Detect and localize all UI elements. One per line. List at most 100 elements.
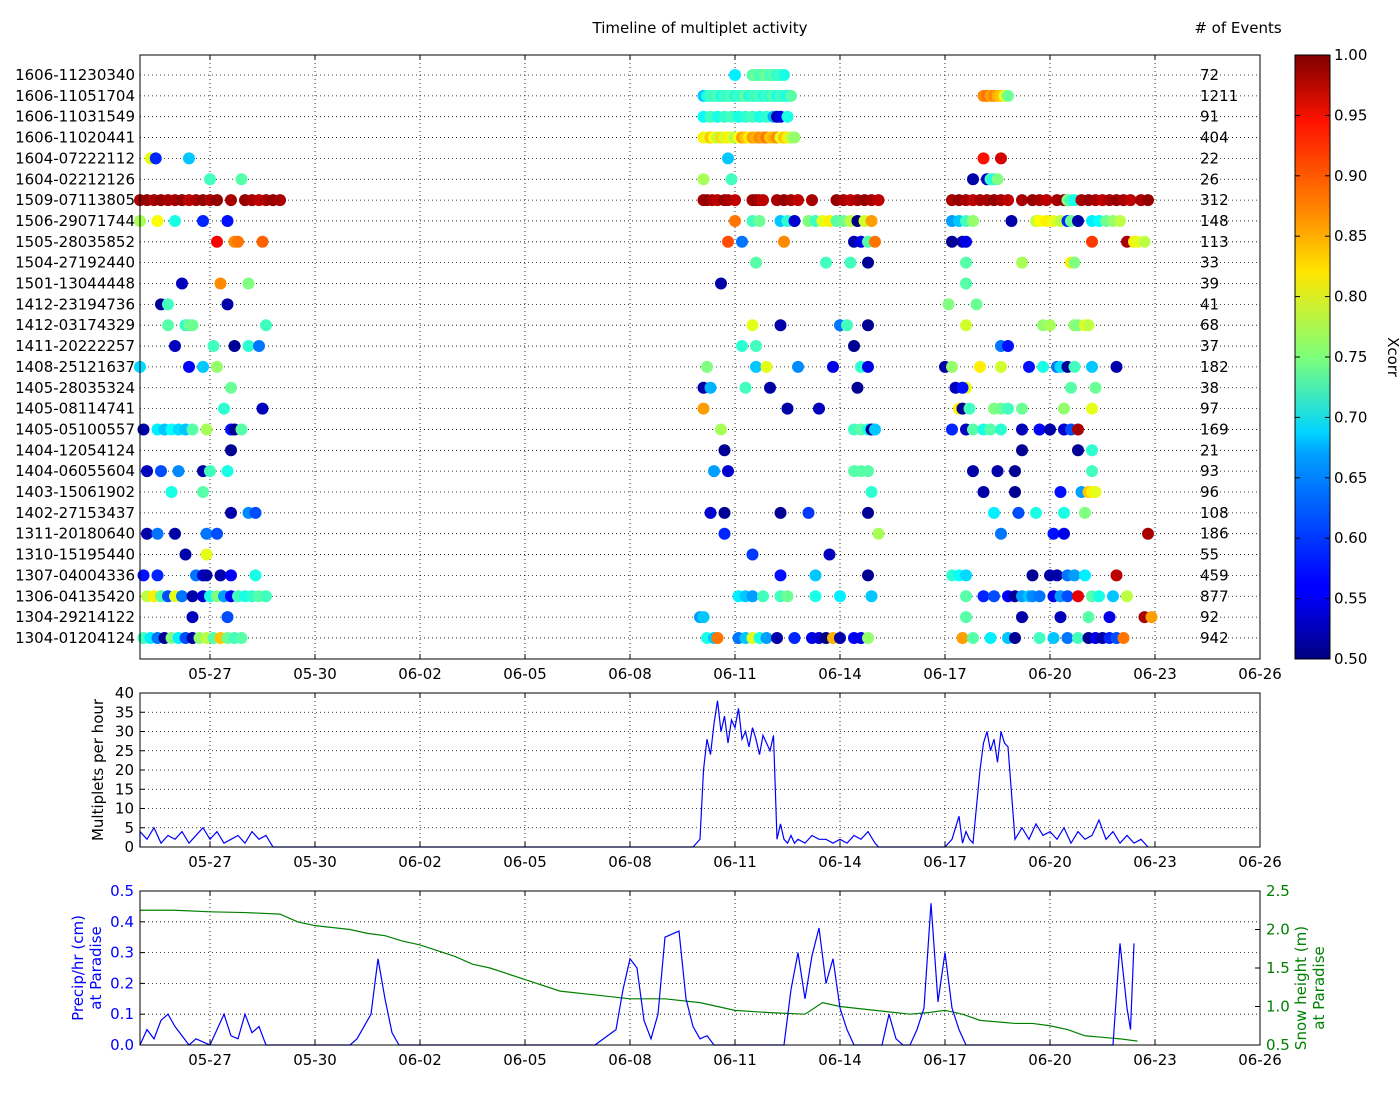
- colorbar-tick-label: 0.70: [1334, 408, 1367, 426]
- multiplet-point: [211, 194, 223, 207]
- multiplet-point: [228, 340, 241, 353]
- multiplet-point: [778, 235, 790, 248]
- precip-tick-label: 0.2: [110, 974, 134, 992]
- multiplet-point: [260, 590, 272, 603]
- timeline-x-axis: 05-27 05-30 06-02 06-05 06-08 06-11 06-14 06-17…: [188, 55, 1282, 683]
- multiplet-point: [1082, 611, 1095, 624]
- multiplet-point: [1121, 590, 1133, 603]
- multiplet-point: [729, 69, 741, 81]
- multiplet-point: [942, 298, 955, 311]
- x-tick-label: 06-17: [923, 1051, 967, 1069]
- row-count: 186: [1200, 525, 1229, 543]
- y-tick-label: 5: [124, 819, 134, 837]
- multiplet-point: [225, 194, 237, 207]
- x-tick-label: 06-26: [1238, 665, 1282, 683]
- multiplet-point: [260, 319, 272, 332]
- multiplet-point: [1072, 590, 1084, 603]
- multiplet-point: [967, 423, 979, 436]
- row-count: 33: [1200, 254, 1219, 272]
- multiplet-point: [862, 465, 874, 478]
- multiplet-point: [225, 444, 237, 457]
- multiplet-point: [995, 360, 1007, 373]
- row-count: 22: [1200, 149, 1219, 167]
- multiplet-point: [967, 465, 979, 478]
- multiplet-point: [151, 214, 164, 227]
- multiplet-point: [715, 277, 727, 290]
- multiplet-point: [1079, 569, 1091, 582]
- multiplet-point: [155, 465, 167, 478]
- rate-y-label: Multiplets per hour: [89, 698, 107, 841]
- multiplet-point: [1030, 506, 1042, 519]
- x-tick-label: 06-14: [818, 853, 862, 871]
- multiplet-point: [967, 173, 979, 186]
- multiplet-point: [946, 235, 958, 248]
- multiplet-point: [862, 256, 874, 269]
- multiplet-point: [697, 402, 710, 415]
- y-tick-label: 15: [115, 780, 134, 798]
- multiplet-point: [214, 277, 227, 290]
- row-label: 1405-28035324: [15, 379, 135, 397]
- row-label: 1405-08114741: [15, 400, 135, 418]
- precip-axis-label-line1: Precip/hr (cm): [69, 915, 87, 1021]
- x-tick-label: 06-08: [608, 665, 652, 683]
- multiplet-point: [141, 527, 153, 540]
- multiplet-point: [221, 298, 234, 311]
- row-count: 113: [1200, 233, 1229, 251]
- multiplets-rate-line: [139, 700, 1149, 848]
- multiplet-point: [1086, 402, 1098, 415]
- multiplet-point: [1037, 360, 1049, 373]
- multiplet-point: [1016, 611, 1028, 624]
- multiplet-point: [995, 152, 1007, 165]
- x-tick-label: 06-05: [503, 853, 547, 871]
- multiplet-point: [848, 340, 860, 353]
- row-count: 96: [1200, 483, 1219, 501]
- y-tick-label: 0: [124, 838, 134, 856]
- multiplet-point: [995, 527, 1007, 540]
- multiplet-point: [1110, 360, 1123, 373]
- multiplet-point: [1016, 256, 1028, 269]
- multiplet-point: [1054, 611, 1067, 624]
- multiplet-point: [172, 465, 185, 478]
- y-tick-label: 35: [115, 703, 134, 721]
- row-label: 1606-11020441: [15, 129, 135, 147]
- multiplet-point: [802, 506, 815, 519]
- multiplet-point: [988, 590, 1000, 603]
- row-count: 404: [1200, 129, 1229, 147]
- multiplet-point: [788, 631, 801, 644]
- multiplet-point: [1058, 506, 1070, 519]
- multiplet-point: [865, 214, 878, 227]
- colorbar-tick-label: 1.00: [1334, 46, 1367, 64]
- row-count: 37: [1200, 337, 1219, 355]
- x-tick-label: 06-26: [1238, 853, 1282, 871]
- multiplet-point: [1016, 194, 1028, 207]
- multiplet-point: [704, 381, 717, 394]
- x-tick-label: 06-17: [923, 853, 967, 871]
- multiplet-point: [736, 235, 748, 248]
- multiplet-point: [785, 89, 797, 102]
- multiplet-point: [977, 590, 990, 603]
- snow-axis-label-line2: at Paradise: [1310, 946, 1328, 1030]
- multiplet-point: [1051, 569, 1063, 582]
- multiplet-point: [764, 381, 776, 394]
- row-count: 459: [1200, 566, 1229, 584]
- precip-tick-label: 0.5: [110, 882, 134, 900]
- x-tick-label: 06-17: [923, 665, 967, 683]
- y-tick-label: 25: [115, 742, 134, 760]
- y-tick-label: 20: [115, 761, 134, 779]
- multiplet-point: [862, 360, 874, 373]
- multiplet-point: [806, 194, 818, 207]
- multiplet-point: [774, 319, 787, 332]
- multiplet-point: [851, 381, 864, 394]
- multiplet-point: [225, 506, 237, 519]
- multiplet-point: [207, 340, 220, 353]
- row-count: 55: [1200, 546, 1219, 564]
- multiplet-point: [176, 277, 188, 290]
- multiplet-point: [746, 319, 759, 332]
- multiplet-point: [722, 152, 734, 165]
- multiplet-point: [834, 631, 846, 644]
- multiplet-point: [1002, 340, 1014, 353]
- multiplet-point: [1072, 631, 1084, 644]
- multiplet-point: [697, 173, 710, 186]
- row-count: 92: [1200, 608, 1219, 626]
